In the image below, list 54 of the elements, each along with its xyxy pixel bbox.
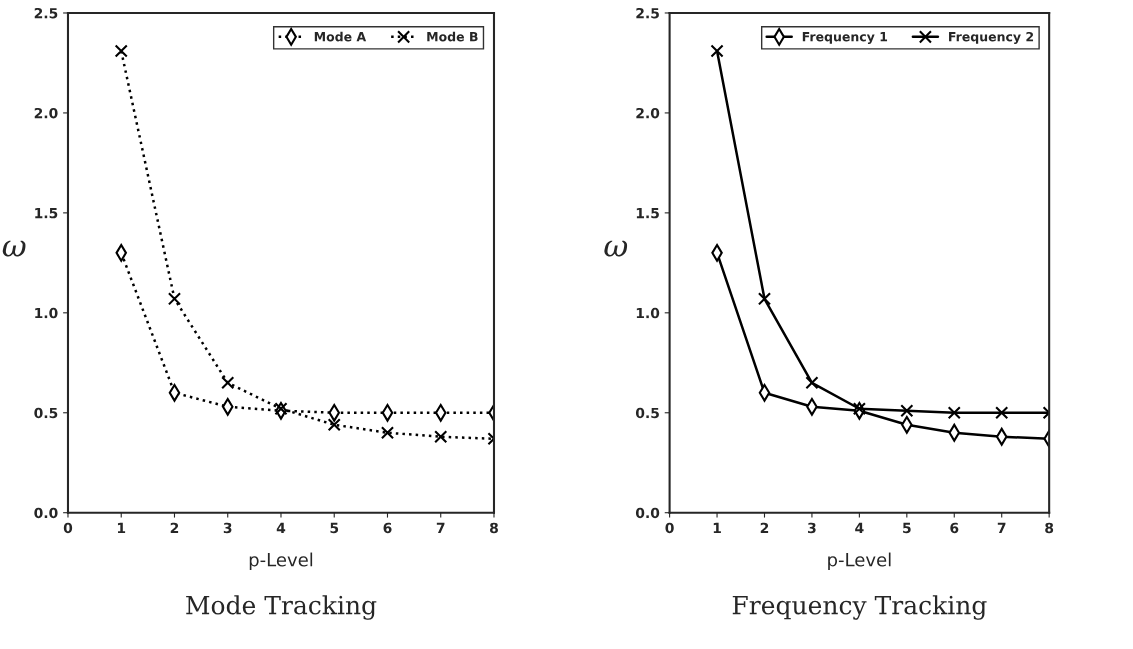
y-tick-label: 1.5 — [35, 208, 58, 219]
y-tick-label: 2.0 — [636, 107, 660, 119]
point — [434, 430, 448, 444]
point — [805, 376, 819, 390]
x-tick-label: 5 — [903, 522, 911, 534]
legend-label: Frequency 2 — [949, 31, 1034, 44]
x-tick-label: 8 — [1045, 522, 1054, 534]
legend-label: Mode A — [314, 31, 367, 42]
x-tick-label: 8 — [490, 522, 498, 534]
x-tick-label: 7 — [997, 522, 1006, 533]
y-tick-label: 0.5 — [635, 407, 659, 419]
legend-label: Frequency 1 — [802, 32, 888, 44]
text: Frequency Tracking — [732, 595, 987, 620]
x-tick-label: 4 — [276, 522, 286, 533]
x-tick-label: 7 — [436, 522, 445, 533]
x-tick-label: 1 — [117, 522, 126, 533]
x-tick-label: 3 — [808, 522, 816, 534]
point — [710, 44, 724, 58]
y-tick-label: 2.5 — [34, 7, 58, 19]
x-tick-label: 2 — [170, 522, 179, 533]
x-tick-label: 4 — [855, 522, 864, 533]
x-tick-label: 6 — [383, 522, 392, 534]
x-tick-label: 5 — [330, 522, 339, 534]
y-tick-label: 0.0 — [635, 507, 660, 519]
y-tick-label: 2.5 — [636, 7, 659, 19]
point — [995, 406, 1009, 420]
point — [900, 404, 914, 418]
point — [114, 44, 128, 58]
point — [327, 418, 341, 432]
point — [852, 402, 866, 416]
x-axis-title: p-Level — [828, 552, 891, 571]
x-tick-label: 0 — [665, 522, 674, 534]
point — [947, 406, 961, 420]
y-tick-label: 2.0 — [34, 107, 58, 119]
point — [221, 376, 235, 390]
legend-label: Mode B — [427, 31, 478, 42]
y-tick-label: 0.0 — [34, 507, 58, 519]
text: Mode Tracking — [186, 595, 377, 620]
y-axis-title: ω — [604, 240, 628, 257]
x-tick-label: 2 — [760, 522, 769, 533]
y-tick-label: 0.5 — [34, 407, 58, 419]
point — [167, 292, 182, 306]
x-tick-label: 3 — [223, 522, 232, 534]
y-tick-label: 1.5 — [636, 208, 659, 219]
x-tick-label: 6 — [950, 522, 959, 534]
x-tick-label: 0 — [63, 522, 73, 534]
point — [274, 402, 288, 416]
x-axis-title: p-Level — [249, 552, 313, 571]
y-axis-title: ω — [2, 240, 26, 257]
y-tick-label: 1.0 — [636, 307, 660, 319]
point — [380, 426, 395, 440]
x-tick-label: 1 — [713, 522, 721, 533]
point — [757, 292, 772, 306]
y-tick-label: 1.0 — [35, 307, 58, 319]
